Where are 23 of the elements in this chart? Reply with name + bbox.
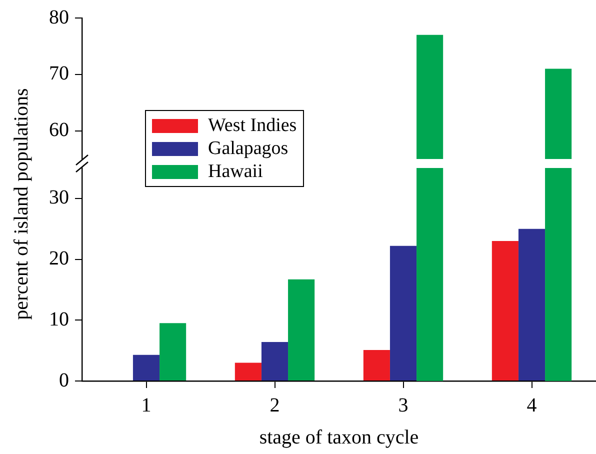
y-tick-label: 70 [49, 62, 69, 85]
bar [261, 342, 288, 380]
bar [492, 241, 518, 380]
bar [363, 350, 390, 380]
y-tick-label: 30 [49, 186, 69, 209]
bar [132, 354, 160, 380]
bar [234, 362, 262, 380]
bar [288, 279, 315, 380]
legend-label: Galapagos [208, 137, 288, 160]
x-tick-label: 4 [526, 394, 537, 416]
y-axis-title: percent of island populations [10, 88, 34, 320]
legend-label: West Indies [208, 114, 297, 137]
x-tick-label: 1 [141, 394, 152, 416]
x-tick-label: 2 [270, 394, 280, 416]
y-tick-label: 0 [59, 369, 69, 392]
legend-label: Hawaii [208, 160, 263, 183]
y-tick-label: 60 [49, 119, 69, 142]
y-tick-label: 10 [49, 308, 69, 330]
bar [160, 323, 186, 380]
x-axis-title: stage of taxon cycle [259, 426, 419, 448]
x-tick-label: 3 [398, 394, 408, 416]
y-tick-label: 80 [49, 6, 69, 28]
y-tick-label: 20 [49, 248, 69, 270]
